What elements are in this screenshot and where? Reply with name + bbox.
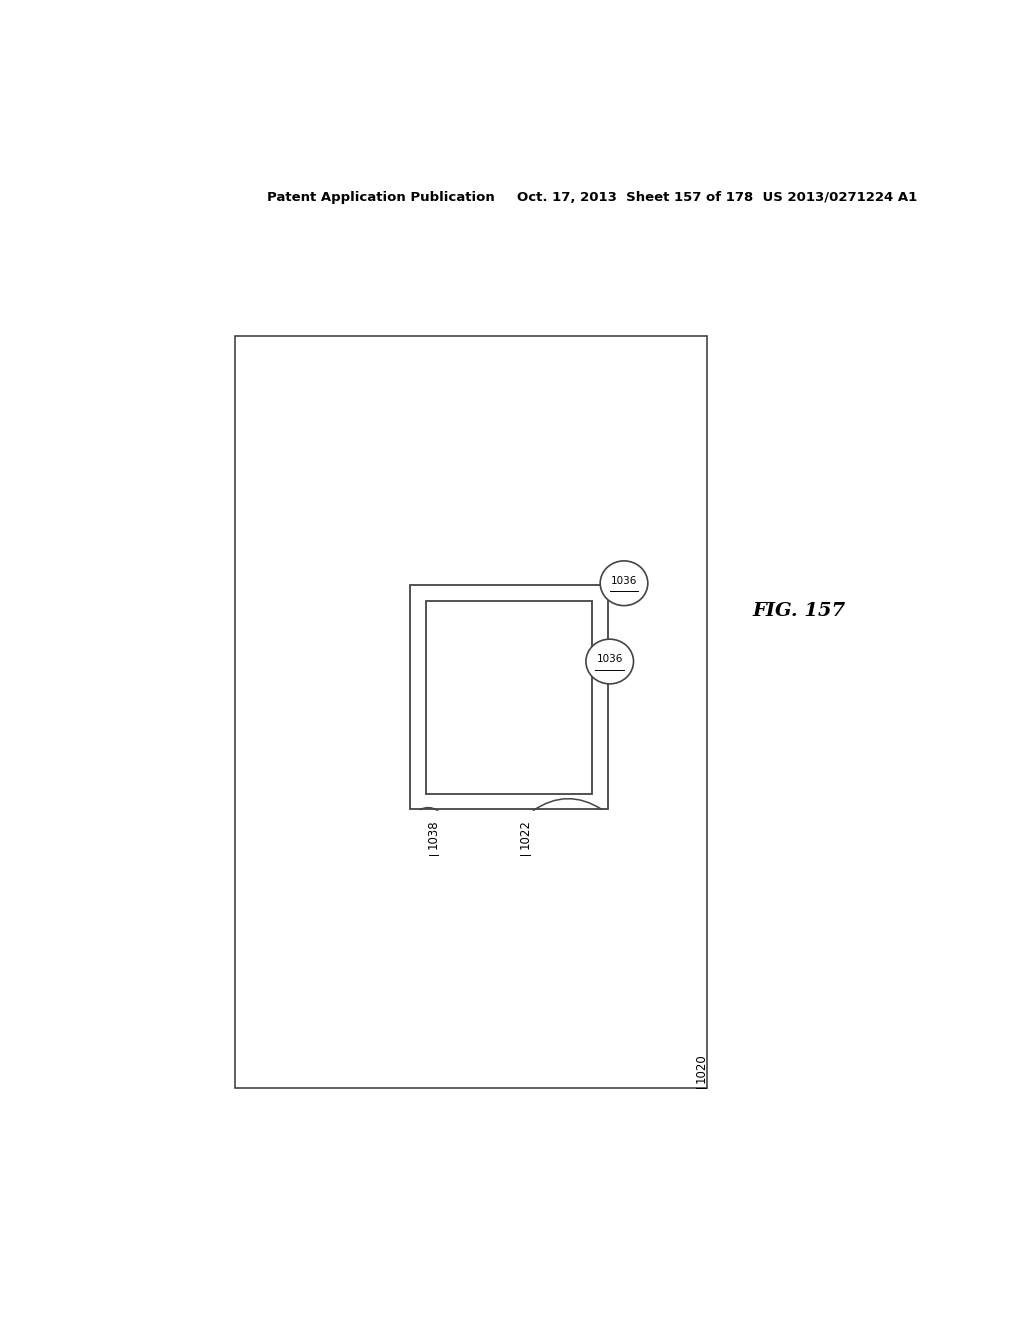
- Bar: [410, 585, 608, 809]
- Text: FIG. 157: FIG. 157: [752, 602, 845, 619]
- Text: Patent Application Publication: Patent Application Publication: [267, 190, 495, 203]
- Bar: [236, 337, 708, 1089]
- FancyArrowPatch shape: [420, 808, 437, 810]
- Text: Oct. 17, 2013  Sheet 157 of 178  US 2013/0271224 A1: Oct. 17, 2013 Sheet 157 of 178 US 2013/0…: [517, 190, 918, 203]
- FancyArrowPatch shape: [534, 799, 602, 810]
- Text: 1038: 1038: [427, 820, 440, 849]
- Text: 1036: 1036: [597, 655, 623, 664]
- Ellipse shape: [586, 639, 634, 684]
- Bar: [426, 601, 592, 793]
- Text: 1022: 1022: [518, 820, 531, 849]
- Text: 1020: 1020: [694, 1053, 708, 1082]
- Text: 1036: 1036: [610, 577, 637, 586]
- Ellipse shape: [600, 561, 648, 606]
